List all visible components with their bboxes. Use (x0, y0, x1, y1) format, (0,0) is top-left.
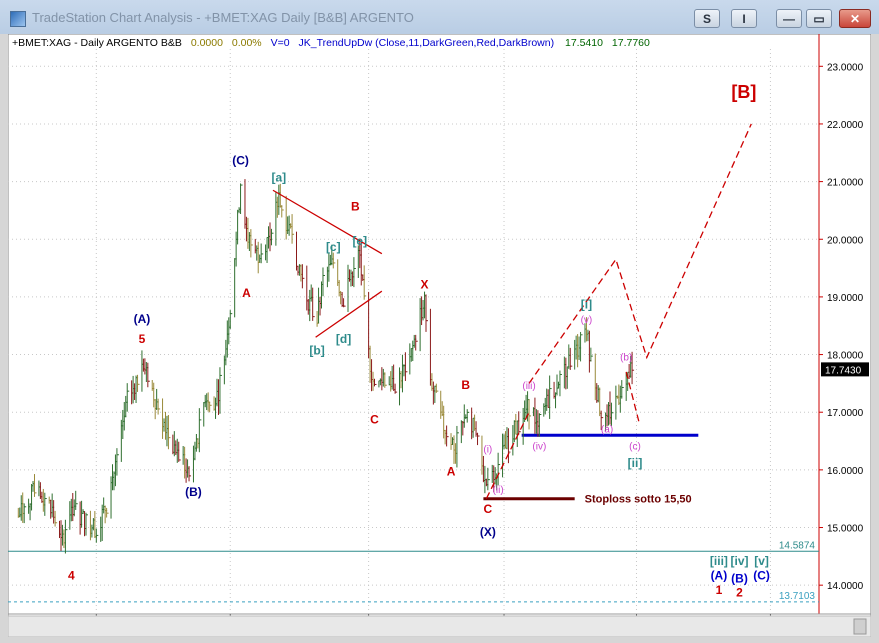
title-bar: TradeStation Chart Analysis - +BMET:XAG … (0, 0, 879, 34)
maximize-button[interactable]: ▭ (806, 9, 832, 28)
price-bars (17, 179, 635, 554)
header-change: 0.0000 (191, 37, 223, 49)
wave-label: X (421, 277, 429, 291)
y-tick-label: 20.0000 (827, 235, 864, 246)
wave-label: [ii] (628, 456, 643, 470)
svg-text:+BMET:XAG - Daily ARGENTO B&: +BMET:XAG - Daily ARGENTO B&B 0.0000 0.0… (12, 37, 650, 49)
chart-frame (7, 33, 872, 638)
wave-label: 4 (68, 568, 75, 582)
app-icon (10, 11, 26, 27)
wave-label: 5 (139, 332, 146, 346)
wave-label: [B] (731, 82, 756, 102)
wave-label: (iv) (532, 442, 546, 453)
wave-label: [iii] (710, 554, 728, 568)
wave-label: (C) (232, 153, 249, 167)
wave-label: (iii) (522, 381, 535, 392)
y-tick-label: 18.0000 (827, 351, 864, 362)
wave-label: (A) (711, 568, 728, 582)
wave-label: (a) (601, 424, 613, 435)
wave-label: [e] (352, 234, 367, 248)
last-price-tag (821, 362, 869, 377)
header-change-pct: 0.00% (232, 37, 262, 49)
wave-label: (C) (753, 568, 770, 582)
wave-label: C (370, 413, 379, 427)
y-tick-label: 19.0000 (827, 293, 864, 304)
level-label: 14.5874 (779, 540, 816, 551)
stoploss-label: Stoploss sotto 15,50 (585, 494, 692, 506)
wave-label: (ii) (493, 485, 504, 496)
y-tick-label: 15.0000 (827, 524, 864, 535)
header-value-1: 17.5410 (565, 37, 603, 49)
trendline (625, 371, 641, 424)
y-tick-label: 23.0000 (827, 62, 864, 73)
trendline (528, 123, 752, 384)
wave-label: [c] (326, 240, 341, 254)
y-tick-label: 17.0000 (827, 408, 864, 419)
scrollbar[interactable] (7, 615, 872, 638)
trendline (485, 411, 530, 499)
wave-label: [a] (271, 171, 286, 185)
last-price-label: 17.7430 (825, 365, 862, 376)
s-button[interactable]: S (694, 9, 720, 28)
wave-label: 1 (716, 583, 723, 597)
y-axis: 23.0000 22.0000 21.0000 20.0000 19.0000 18.00… (819, 62, 869, 592)
wave-label: (X) (480, 525, 496, 539)
header-symbol: +BMET:XAG - Daily ARGENTO B&B (12, 37, 182, 49)
wave-label: [iv] (731, 554, 749, 568)
trendline (315, 290, 383, 338)
minimize-button[interactable]: — (776, 9, 802, 28)
close-button[interactable]: ✕ (839, 9, 871, 28)
horizontal-levels: 14.5874 13.7103 Stoploss sotto 15,50 (8, 433, 819, 603)
wave-label: 2 (736, 586, 743, 600)
wave-label: B (461, 378, 470, 392)
wave-labels: 45(A)(B)(C)A[a][b][c][d][e]BCXABC(X)(i)(… (68, 82, 770, 600)
wave-label: (c) (629, 442, 641, 453)
trendline (272, 189, 383, 255)
header-indicator: JK_TrendUpDw (Close,11,DarkGreen,Red,Dar… (298, 37, 554, 49)
wave-label: B (351, 199, 360, 213)
wave-label: A (242, 286, 251, 300)
y-tick-label: 14.0000 (827, 581, 864, 592)
y-tick-label: 21.0000 (827, 178, 864, 189)
trendlines (272, 123, 752, 499)
wave-label: [i] (581, 297, 592, 311)
wave-label: [d] (336, 332, 351, 346)
wave-label: (B) (731, 571, 748, 585)
header-value-2: 17.7760 (612, 37, 650, 49)
window-title: TradeStation Chart Analysis - +BMET:XAG … (32, 10, 414, 25)
wave-label: C (483, 502, 492, 516)
wave-label: (B) (185, 485, 202, 499)
y-tick-label: 22.0000 (827, 120, 864, 131)
scroll-right-button[interactable] (853, 618, 867, 635)
y-tick-label: 16.0000 (827, 466, 864, 477)
wave-label: (A) (134, 312, 151, 326)
header-volume: V=0 (271, 37, 290, 49)
wave-label: (i) (483, 445, 492, 456)
wave-label: (b) (620, 352, 632, 363)
wave-label: (v) (581, 315, 593, 326)
wave-label: A (447, 465, 456, 479)
wave-label: [b] (309, 344, 324, 358)
price-chart[interactable]: +BMET:XAG - Daily ARGENTO B&B 0.0000 0.0… (7, 33, 872, 638)
level-label: 13.7103 (779, 591, 816, 602)
wave-label: [v] (754, 554, 769, 568)
chart-panel[interactable]: +BMET:XAG - Daily ARGENTO B&B 0.0000 0.0… (7, 33, 872, 638)
i-button[interactable]: I (731, 9, 757, 28)
